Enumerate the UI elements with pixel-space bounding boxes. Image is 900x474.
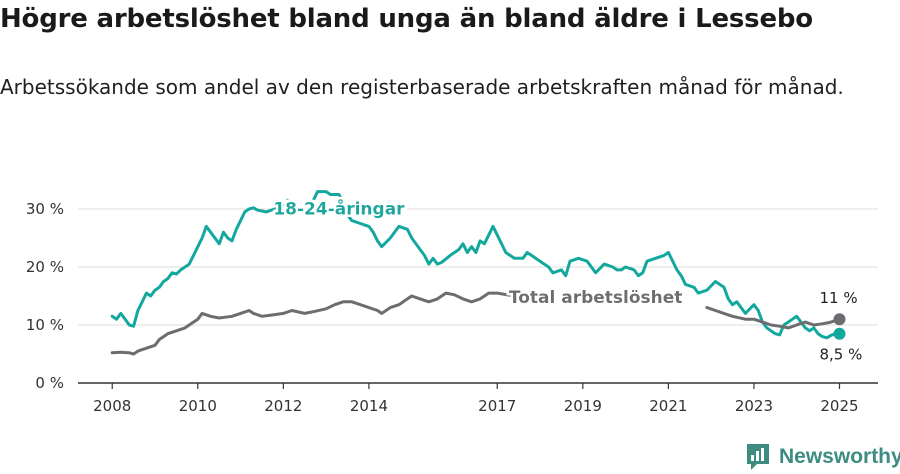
chart-subtitle: Arbetssökande som andel av den registerb… xyxy=(0,75,844,99)
brand-name: Newsworthy xyxy=(779,445,900,468)
series-lines xyxy=(110,190,846,356)
gridlines xyxy=(78,208,878,326)
series-end-marker xyxy=(833,313,846,326)
newsworthy-logo-icon xyxy=(747,444,769,470)
series-end-label: 8,5 % xyxy=(819,346,862,364)
series-line xyxy=(110,190,841,340)
series-name-label: Total arbetslöshet xyxy=(509,288,683,308)
series-name-label: 18-24-åringar xyxy=(273,197,405,219)
x-tick-label: 2023 xyxy=(735,397,773,415)
x-tick-label: 2010 xyxy=(179,397,217,415)
series-end-marker xyxy=(833,327,846,340)
x-tick-label: 2012 xyxy=(264,397,302,415)
x-tick-label: 2021 xyxy=(649,397,687,415)
brand-logo: Newsworthy xyxy=(745,440,900,474)
x-axis: 2008 2010 2012 2014 2017 2019 2021 2023 2025 xyxy=(78,382,878,415)
x-tick-label: 2014 xyxy=(350,397,388,415)
x-tick-label: 2019 xyxy=(564,397,602,415)
y-tick-label: 20 % xyxy=(26,258,64,276)
series-labels: 8,5 % 11 % 18-24-åringar Total arbetslöshet xyxy=(273,197,862,363)
x-tick-label: 2008 xyxy=(93,397,131,415)
y-tick-label: 10 % xyxy=(26,316,64,334)
series-line xyxy=(110,291,841,356)
y-tick-label: 30 % xyxy=(26,200,64,218)
series-end-label: 11 % xyxy=(819,289,857,307)
x-tick-label: 2017 xyxy=(478,397,516,415)
y-tick-label: 0 % xyxy=(35,374,64,392)
chart-title: Högre arbetslöshet bland unga än bland ä… xyxy=(0,4,813,34)
x-tick-label: 2025 xyxy=(820,397,858,415)
y-axis-ticks: 0 % 10 % 20 % 30 % xyxy=(26,200,64,392)
